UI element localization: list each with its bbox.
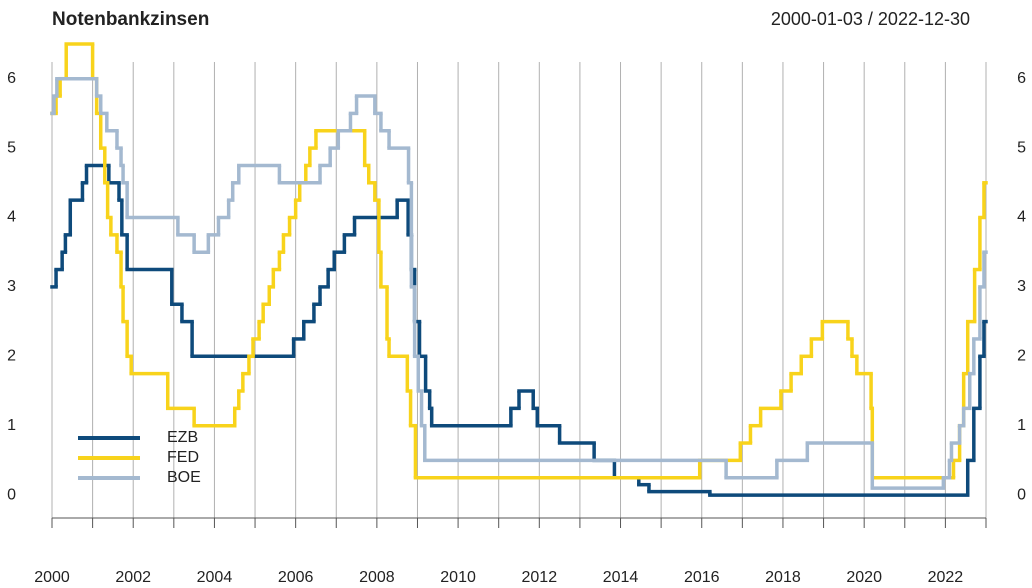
- y-tick-label-right: 6: [1017, 70, 1026, 87]
- x-tick-label: 2022: [928, 569, 964, 586]
- x-tick-label: 2020: [846, 569, 882, 586]
- x-tick-label: 2010: [440, 569, 476, 586]
- x-tick-label: 2012: [522, 569, 558, 586]
- legend-label: EZB: [167, 429, 198, 446]
- chart-title: Notenbankzinsen: [52, 9, 209, 30]
- y-tick-label: 3: [7, 278, 16, 295]
- x-tick-label: 2018: [765, 569, 801, 586]
- x-tick-label: 2008: [359, 569, 395, 586]
- y-tick-label: 1: [7, 417, 16, 434]
- y-tick-label-right: 4: [1017, 209, 1026, 226]
- x-tick-label: 2006: [278, 569, 314, 586]
- y-tick-label: 6: [7, 70, 16, 87]
- chart-subtitle: 2000-01-03 / 2022-12-30: [771, 9, 970, 29]
- y-tick-label-right: 0: [1017, 486, 1026, 503]
- y-tick-label-right: 1: [1017, 417, 1026, 434]
- step-connector: [52, 78, 986, 489]
- x-tick-label: 2000: [34, 569, 70, 586]
- x-tick-label: 2016: [684, 569, 720, 586]
- y-tick-label-right: 2: [1017, 348, 1026, 365]
- x-tick-label: 2002: [115, 569, 151, 586]
- y-tick-label: 2: [7, 348, 16, 365]
- x-tick-label: 2004: [197, 569, 233, 586]
- legend-label: BOE: [167, 469, 201, 486]
- y-tick-label: 4: [7, 209, 16, 226]
- x-tick-label: 2014: [603, 569, 639, 586]
- y-tick-label: 5: [7, 139, 16, 156]
- y-tick-label-right: 5: [1017, 139, 1026, 156]
- step-connector: [54, 44, 986, 478]
- y-tick-label: 0: [7, 486, 16, 503]
- y-tick-label-right: 3: [1017, 278, 1026, 295]
- legend-label: FED: [167, 449, 199, 466]
